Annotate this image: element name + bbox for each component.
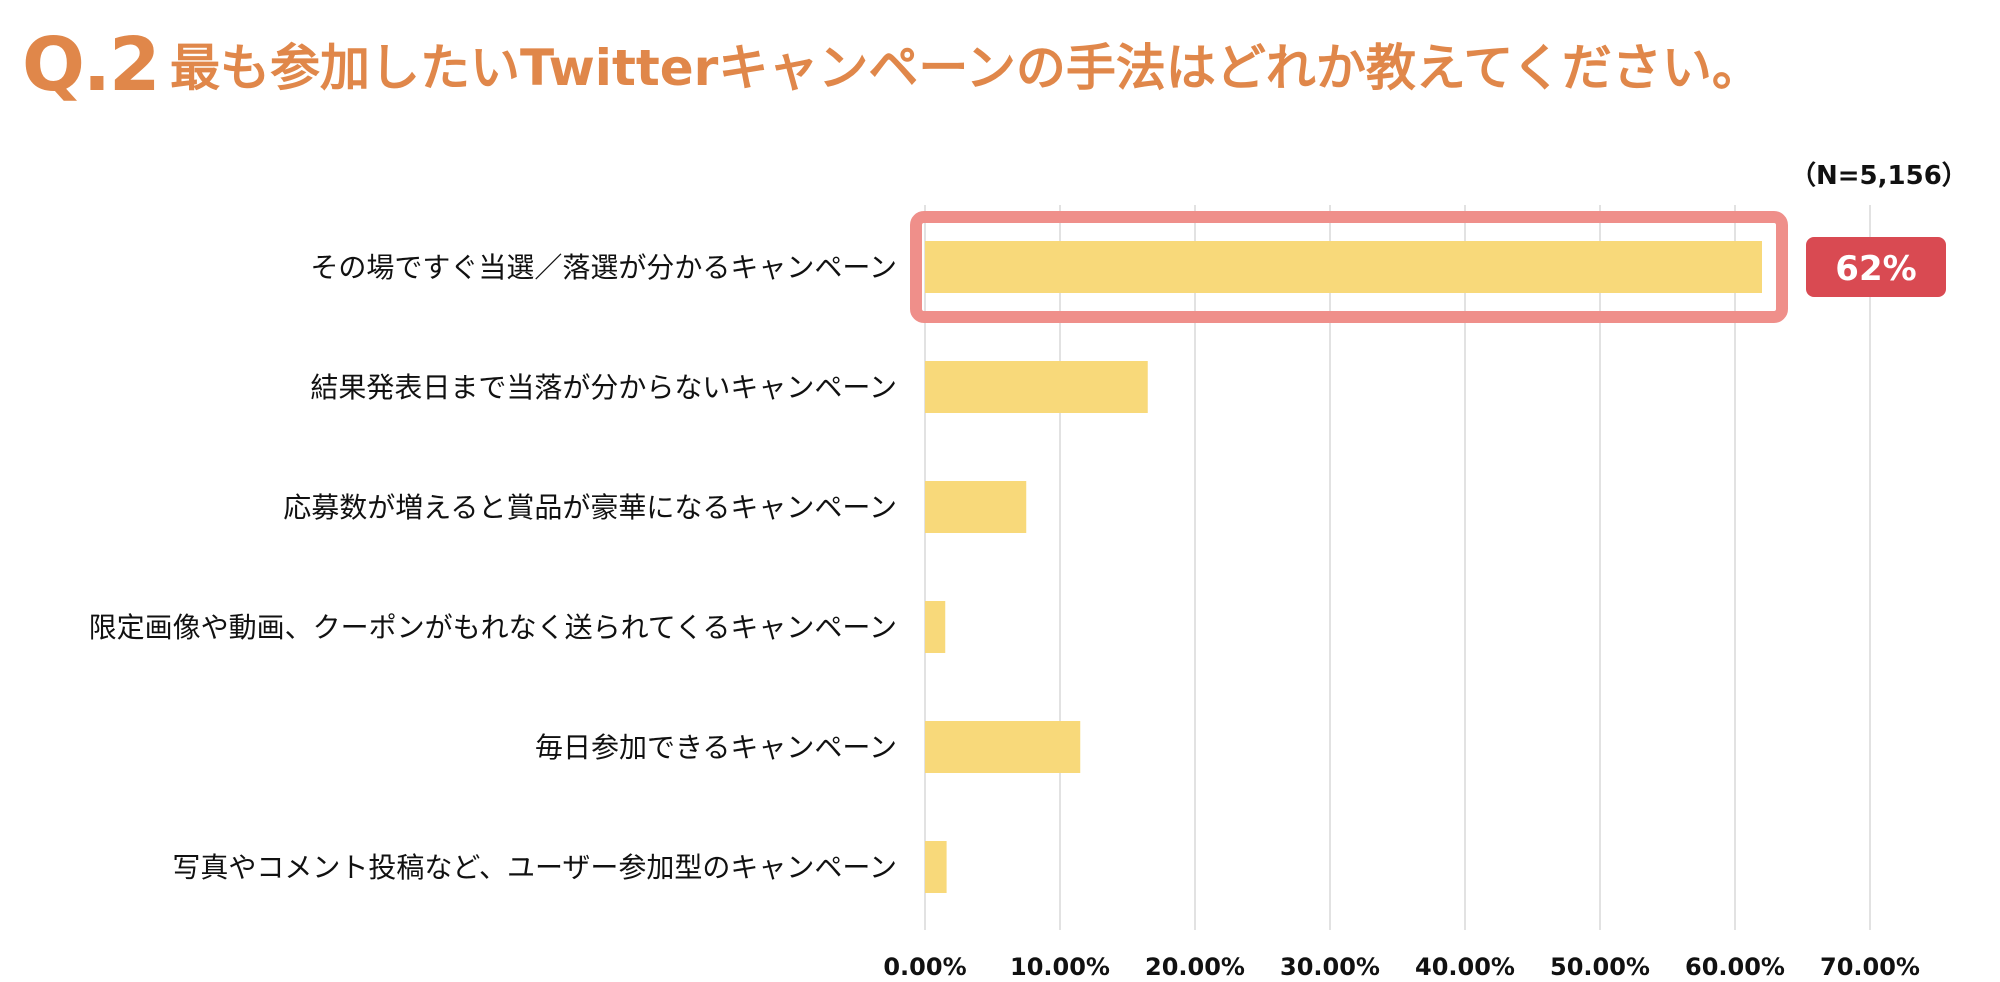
x-tick-label: 40.00% (1415, 953, 1515, 981)
callout-value: 62% (1835, 249, 1916, 289)
bar (925, 241, 1762, 293)
x-tick-label: 60.00% (1685, 953, 1785, 981)
category-label: 結果発表日まで当落が分からないキャンペーン (310, 371, 897, 404)
x-tick-label: 70.00% (1820, 953, 1920, 981)
category-label: 限定画像や動画、クーポンがもれなく送られてくるキャンペーン (89, 611, 897, 644)
x-tick-label: 20.00% (1145, 953, 1245, 981)
bar (925, 601, 946, 653)
x-tick-label: 0.00% (883, 953, 966, 981)
sample-size-note: （N=5,156） (1790, 161, 1968, 191)
category-label: 応募数が増えると賞品が豪華になるキャンペーン (283, 491, 897, 524)
question-title: 最も参加したいTwitterキャンペーンの手法はどれか教えてください。 (170, 39, 1762, 97)
callout-badge (1806, 237, 1946, 297)
bar (925, 841, 947, 893)
category-label: その場ですぐ当選／落選が分かるキャンペーン (310, 251, 897, 284)
highlight-frame (910, 211, 1788, 323)
category-label: 毎日参加できるキャンペーン (535, 731, 897, 764)
x-tick-label: 50.00% (1550, 953, 1650, 981)
category-label: 写真やコメント投稿など、ユーザー参加型のキャンペーン (172, 851, 897, 884)
x-tick-label: 10.00% (1010, 953, 1110, 981)
bar (925, 721, 1081, 773)
bar (925, 361, 1148, 413)
question-number: Q.2 (22, 22, 161, 108)
x-tick-label: 30.00% (1280, 953, 1380, 981)
bar (925, 481, 1027, 533)
